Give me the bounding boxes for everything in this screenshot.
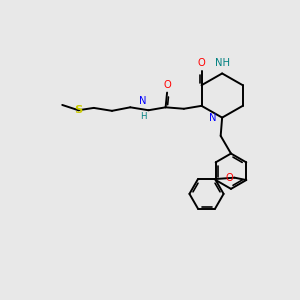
Text: NH: NH <box>214 58 230 68</box>
Text: O: O <box>163 80 171 90</box>
Text: N: N <box>139 96 146 106</box>
Text: O: O <box>198 58 206 68</box>
Text: S: S <box>74 105 83 115</box>
Text: O: O <box>225 173 233 183</box>
Text: N: N <box>209 112 217 123</box>
Text: H: H <box>140 112 146 121</box>
